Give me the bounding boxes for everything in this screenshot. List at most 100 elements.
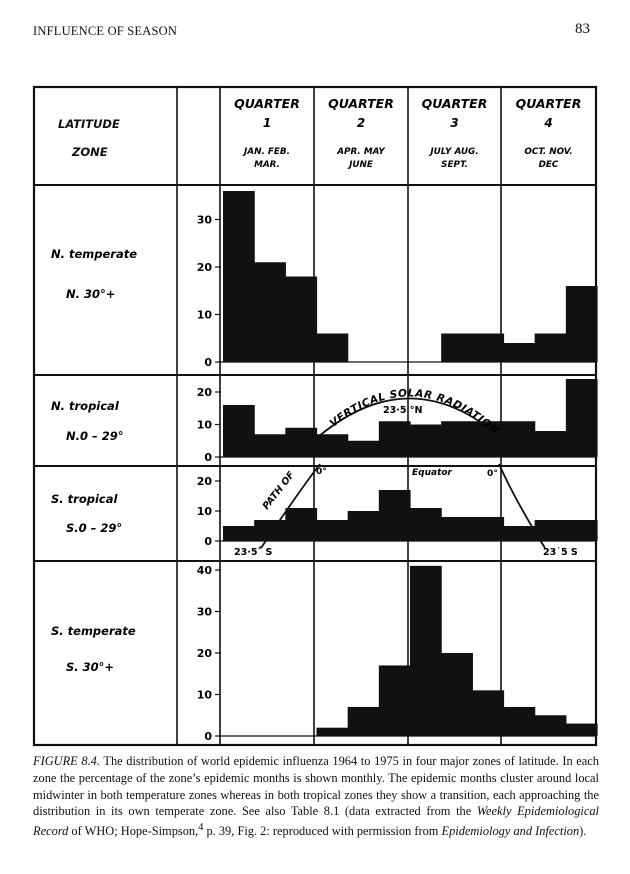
bar-nov	[534, 333, 567, 362]
bar-jul	[410, 424, 442, 457]
zone-name: N. tropical	[51, 399, 120, 413]
bar-apr	[316, 727, 349, 736]
bar-jun	[378, 421, 411, 457]
south-path-right	[498, 463, 546, 549]
y-tick-label: 20	[197, 475, 213, 488]
bar-nov	[534, 520, 567, 541]
bar-apr	[316, 520, 349, 541]
zero-right-label: 0°	[487, 469, 498, 479]
caption-text-1: The distribution of world epidemic influ…	[33, 754, 599, 819]
quarter-1-months: JAN. FEB.	[242, 147, 290, 157]
bar-sep	[472, 517, 505, 541]
quarter-1-months: MAR.	[254, 160, 280, 170]
zone-range: S. 30°+	[66, 660, 114, 674]
quarter-4-months: OCT. NOV.	[524, 147, 572, 157]
bar-dec	[565, 723, 598, 736]
panel-n-tropical: N. tropical N.0 – 29° 0 10 20	[51, 379, 598, 464]
bar-may	[347, 440, 380, 457]
zone-range: S.0 – 29°	[66, 521, 122, 535]
bar-nov	[534, 431, 567, 457]
bar-may	[347, 706, 380, 736]
bar-mar	[285, 276, 318, 362]
bar-jan	[223, 405, 255, 457]
bar-jun	[378, 490, 411, 541]
equator-label: Equator	[412, 468, 453, 478]
bar-feb	[254, 434, 286, 457]
latitude-label: LATITUDE	[58, 117, 120, 131]
chart-panels: N. temperate N. 30°+ 0 10 20 30 N. tropical N.0…	[51, 191, 598, 743]
bar-sep	[472, 690, 505, 736]
page-number: 83	[575, 21, 590, 37]
zone-name: N. temperate	[51, 247, 137, 261]
quarter-3-title: QUARTER	[422, 96, 488, 111]
panel-n-temperate: N. temperate N. 30°+ 0 10 20 30	[51, 191, 598, 369]
quarter-1-number: 1	[263, 116, 271, 130]
bar-oct	[503, 343, 536, 362]
y-tick-label: 10	[197, 419, 213, 432]
north-solar-arc	[317, 397, 501, 438]
zone-range: N.0 – 29°	[66, 429, 124, 443]
y-tick-label: 40	[197, 564, 213, 577]
bar-oct	[503, 421, 536, 457]
quarter-4-months: DEC	[539, 160, 559, 170]
y-tick-label: 0	[204, 451, 212, 464]
quarter-headers: QUARTER 1 JAN. FEB. MAR. QUARTER 2 APR. MAY JUN…	[234, 96, 581, 170]
bar-apr	[316, 333, 349, 362]
bar-jul	[410, 565, 442, 736]
bar-dec	[565, 379, 598, 457]
zone-name: S. temperate	[51, 624, 136, 638]
north-lat-label: 23·5 °N	[383, 405, 422, 416]
bar-dec	[565, 520, 598, 541]
bar-mar	[285, 427, 318, 457]
bar-feb	[254, 262, 286, 362]
quarter-2-months: JUNE	[347, 160, 373, 170]
y-tick-label: 0	[204, 730, 212, 743]
quarter-1-title: QUARTER	[234, 96, 300, 111]
y-tick-label: 10	[197, 505, 213, 518]
bar-feb	[254, 520, 286, 541]
south-lat-left-label: 23·5˚ S	[234, 547, 272, 558]
zone-range: N. 30°+	[66, 287, 115, 301]
bar-aug	[441, 333, 473, 362]
caption-text-2: of WHO; Hope-Simpson,	[68, 824, 199, 839]
bar-jan	[223, 191, 255, 362]
caption-text-4: ).	[579, 824, 587, 839]
bar-jun	[378, 665, 411, 736]
bar-mar	[285, 508, 318, 541]
figure-caption: FIGURE 8.4. The distribution of world ep…	[33, 753, 599, 840]
y-tick-label: 10	[197, 309, 213, 322]
y-tick-label: 30	[197, 606, 213, 619]
caption-reference: 4	[198, 822, 204, 834]
bar-sep	[472, 333, 505, 362]
y-tick-label: 20	[197, 386, 213, 399]
quarter-3-months: SEPT.	[441, 160, 468, 170]
south-arc-label: PATH OF	[261, 469, 298, 512]
y-tick-label: 20	[197, 647, 213, 660]
panel-s-temperate: S. temperate S. 30°+ 0 10 20 30 40	[51, 564, 598, 743]
bar-dec	[565, 286, 598, 362]
y-tick-label: 0	[204, 535, 212, 548]
quarter-4-number: 4	[543, 116, 552, 130]
bar-apr	[316, 434, 349, 457]
caption-journal-2: Epidemiology and Infection	[441, 824, 580, 839]
y-tick-label: 20	[197, 261, 213, 274]
y-tick-label: 30	[197, 214, 213, 227]
bar-jul	[410, 508, 442, 541]
south-path-left	[260, 463, 321, 549]
caption-text-3: p. 39, Fig. 2: reproduced with permissio…	[203, 824, 442, 839]
quarter-2-title: QUARTER	[328, 96, 394, 111]
running-head: INFLUENCE OF SEASON	[33, 24, 178, 38]
caption-journal-1: Weekly Epidemiological Record	[33, 804, 600, 839]
zero-left-label: 0°	[316, 467, 327, 477]
bar-oct	[503, 706, 536, 736]
south-lat-right-label: 23˙5 S	[543, 547, 578, 558]
zone-name: S. tropical	[51, 492, 118, 506]
bar-aug	[441, 517, 473, 541]
bar-aug	[441, 421, 473, 457]
panel-s-tropical: S. tropical S.0 – 29° 0 10 20	[51, 475, 598, 548]
bar-may	[347, 511, 380, 541]
bar-aug	[441, 653, 473, 736]
quarter-2-months: APR. MAY	[336, 147, 386, 157]
bar-oct	[503, 526, 536, 541]
